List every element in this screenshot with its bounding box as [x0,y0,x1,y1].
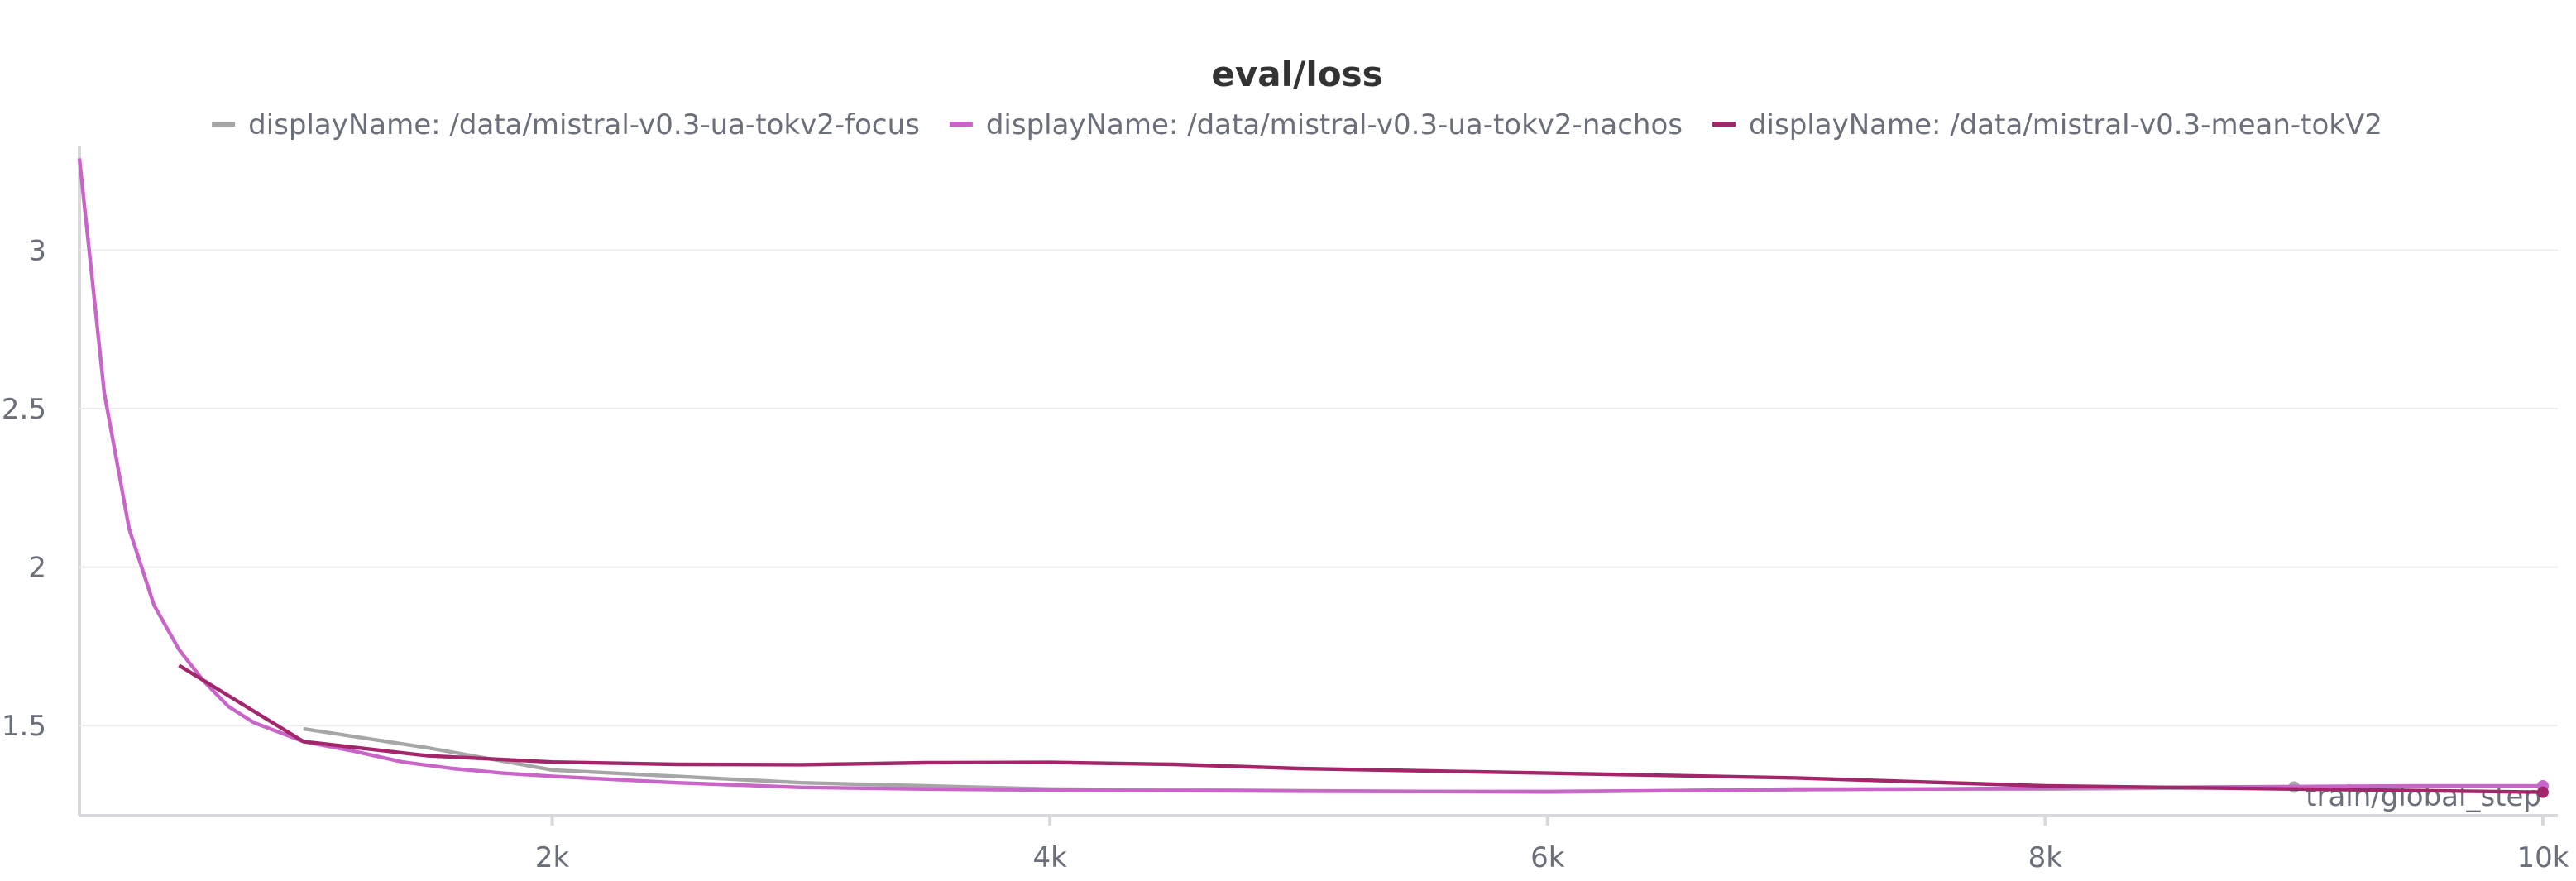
series-line [77,158,2543,793]
x-tick-label: 8k [2028,841,2063,874]
legend-label: displayName: /data/mistral-v0.3-mean-tok… [1749,108,2382,141]
chart-title: eval/loss [1211,54,1382,94]
legend-label: displayName: /data/mistral-v0.3-ua-tokv2… [986,108,1683,141]
legend-label: displayName: /data/mistral-v0.3-ua-tokv2… [248,108,920,141]
y-tick-label: 2.5 [2,393,46,426]
y-tick-label: 3 [28,234,46,267]
y-tick-label: 1.5 [2,710,46,743]
y-tick-label: 2 [28,552,46,585]
x-tick-label: 4k [1032,841,1067,874]
series-line [178,663,2544,794]
x-tick-label: 6k [1530,841,1565,874]
x-tick-label: 2k [535,841,570,874]
x-tick-label: 10k [2516,841,2569,874]
end-point [2536,786,2549,798]
